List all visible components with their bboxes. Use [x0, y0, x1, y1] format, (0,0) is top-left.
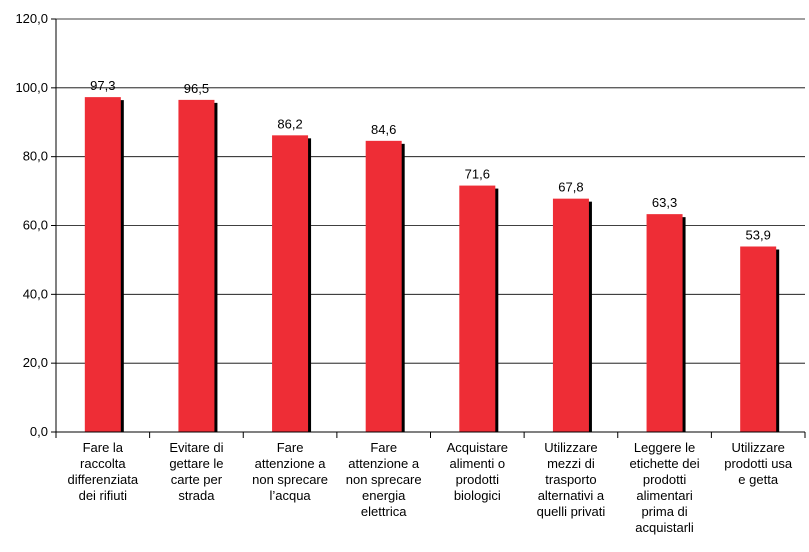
bar	[84, 97, 121, 433]
bar	[365, 140, 402, 432]
x-category-label: Utilizzare mezzi di trasporto alternativi a…	[537, 440, 606, 519]
data-label: 63,3	[652, 195, 677, 210]
x-category-label: Fare attenzione a non sprecare energia elett…	[346, 440, 422, 519]
bar	[646, 214, 683, 432]
data-label: 67,8	[558, 180, 583, 195]
x-category-label: Evitare di gettare le carte per strada	[169, 440, 223, 503]
y-tick-label: 40,0	[23, 286, 48, 301]
grid-layer	[56, 18, 805, 364]
bar	[552, 198, 589, 432]
bar	[178, 99, 215, 433]
axis-layer	[51, 18, 806, 438]
bars-layer	[84, 97, 780, 433]
data-label: 71,6	[465, 167, 490, 182]
bar	[272, 135, 309, 432]
bar	[740, 246, 777, 432]
y-tick-label: 60,0	[23, 218, 48, 233]
bar	[459, 185, 496, 432]
data-label: 86,2	[277, 116, 302, 131]
data-label: 97,3	[90, 78, 115, 93]
x-category-label: Fare la raccolta differenziata dei rifiuti	[68, 440, 139, 503]
data-label: 53,9	[746, 227, 771, 242]
data-label: 84,6	[371, 122, 396, 137]
labels-layer: 0,0 20,0 40,0 60,0 80,0 100,0 120,0 97,3 Fare la…	[15, 11, 792, 535]
y-tick-label: 0,0	[30, 424, 48, 439]
x-category-label: Leggere le etichette dei prodotti alimentar…	[630, 440, 700, 535]
y-tick-label: 20,0	[23, 355, 48, 370]
y-tick-label: 100,0	[15, 80, 48, 95]
x-category-label: Utilizzare prodotti usa e getta	[724, 440, 793, 487]
data-label: 96,5	[184, 81, 209, 96]
x-category-label: Acquistare alimenti o prodotti biologici	[447, 440, 508, 503]
y-tick-label: 120,0	[15, 11, 48, 26]
y-tick-label: 80,0	[23, 149, 48, 164]
x-category-label: Fare attenzione a non sprecare l’acqua	[252, 440, 328, 503]
